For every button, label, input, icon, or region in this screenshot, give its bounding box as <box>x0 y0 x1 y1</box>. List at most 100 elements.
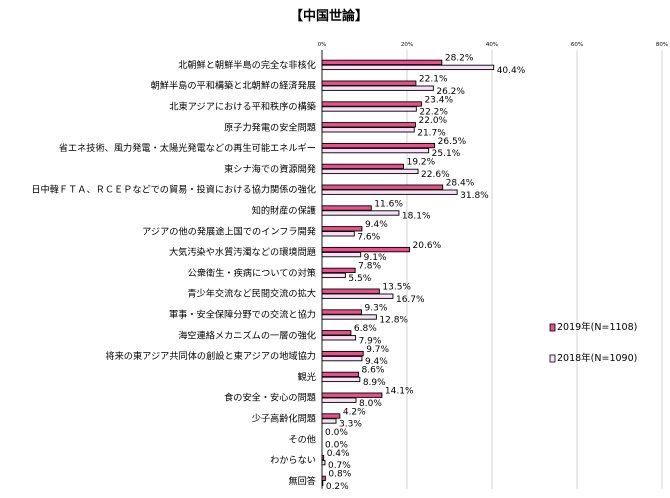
category-label: 軍事・安全保障分野での交流と協力 <box>169 308 316 320</box>
bar-2019 <box>321 184 444 190</box>
category-label: 観光 <box>298 371 316 383</box>
data-label-2018: 22.6% <box>421 170 450 180</box>
data-label-2019: 11.6% <box>374 199 403 209</box>
data-label-2019: 22.0% <box>419 116 448 126</box>
category-label: 朝鮮半島の平和構築と北朝鮮の経済発展 <box>151 80 316 92</box>
data-label-2019: 9.3% <box>365 303 388 313</box>
bar-2019 <box>321 142 436 149</box>
data-label-2018: 16.7% <box>396 295 425 305</box>
data-label-2018: 8.9% <box>363 378 386 388</box>
data-label-2019: 7.8% <box>358 262 381 272</box>
data-label-2018: 40.4% <box>497 66 526 76</box>
category-label: 省エネ技術、風力発電・太陽光発電などの再生可能エネルギー <box>59 142 316 154</box>
bar-2019 <box>321 101 422 107</box>
bar-2018 <box>321 168 419 175</box>
x-tick-label: 80% <box>656 42 668 48</box>
data-label-2019: 9.4% <box>365 220 388 230</box>
data-label-2018: 25.1% <box>432 149 461 159</box>
legend-swatch <box>549 323 556 332</box>
category-label: 日中韓ＦＴＡ、ＲＣＥＰなどでの貿易・投資における協力関係の強化 <box>31 184 316 196</box>
data-label-2019: 6.8% <box>354 324 377 334</box>
data-label-2019: 23.4% <box>424 95 453 105</box>
bar-2018 <box>321 355 363 362</box>
data-label-2019: 4.2% <box>343 407 366 417</box>
x-tick-label: 60% <box>571 42 583 48</box>
bar-2018 <box>321 397 357 403</box>
bar-2019 <box>321 163 405 170</box>
data-label-2019: 14.1% <box>385 386 414 396</box>
legend-swatch <box>549 354 556 363</box>
bar-2019 <box>321 309 362 315</box>
data-label-2019: 28.4% <box>446 178 475 188</box>
data-label-2019: 0.4% <box>327 449 350 459</box>
data-label-2019: 9.7% <box>366 345 389 355</box>
bar-2018 <box>321 459 326 466</box>
bar-2019 <box>321 475 326 482</box>
data-label-2018: 9.1% <box>364 253 387 263</box>
data-label-2018: 12.8% <box>379 316 408 326</box>
bar-2018 <box>321 85 434 91</box>
x-tick-label: 0% <box>318 42 327 48</box>
category-label: アジアの他の発展途上国でのインフラ開発 <box>142 225 316 237</box>
category-label: 公衆衛生・疾病についての対策 <box>188 267 316 279</box>
bar-2019 <box>321 80 417 86</box>
category-label: 大気汚染や水質汚濁などの環境問題 <box>169 246 316 258</box>
bar-2018 <box>321 231 355 237</box>
data-label-2018: 18.1% <box>402 212 431 222</box>
data-label-2019: 20.6% <box>413 241 442 251</box>
data-label-2018: 0.0% <box>325 440 348 450</box>
data-label-2018: 21.7% <box>417 128 446 138</box>
data-label-2019: 8.6% <box>362 366 385 376</box>
bar-2019 <box>321 59 443 66</box>
data-label-2018: 26.2% <box>436 87 465 97</box>
data-label-2018: 22.2% <box>419 108 448 118</box>
category-label: 北朝鮮と朝鮮半島の完全な非核化 <box>178 59 316 71</box>
bar-2019 <box>321 350 364 357</box>
bar-2018 <box>321 376 361 383</box>
bar-2019 <box>321 226 363 232</box>
bar-2018 <box>321 189 458 195</box>
bar-2018 <box>321 335 357 341</box>
bar-2019 <box>321 267 356 274</box>
bar-2019 <box>321 371 359 378</box>
bar-2019 <box>321 330 352 336</box>
category-label: 少子高齢化問題 <box>252 412 316 424</box>
legend: 2019年(N=1108) 2018年(N=1090) <box>549 321 637 364</box>
bar-2018 <box>321 480 324 487</box>
x-tick-label: 40% <box>486 42 498 48</box>
category-label: わからない <box>270 455 316 466</box>
bar-2019 <box>321 122 416 128</box>
bar-2018 <box>321 127 415 133</box>
data-label-2019: 22.1% <box>419 74 448 84</box>
category-label: 将来の東アジア共同体の創設と東アジアの地域協力 <box>105 350 316 362</box>
data-label-2018: 0.2% <box>326 482 349 492</box>
category-label: 原子力発電の安全問題 <box>224 121 316 133</box>
data-label-2019: 0.0% <box>325 428 348 438</box>
data-label-2018: 0.7% <box>328 461 351 471</box>
data-label-2018: 9.4% <box>365 357 388 367</box>
data-label-2018: 8.0% <box>359 399 382 409</box>
plot-area: 0% 20% 40% 60% 80% 北朝鮮と朝鮮半島の完全な非核化 28.2% 40.4% 朝… <box>31 42 668 492</box>
data-label-2018: 5.5% <box>348 274 371 284</box>
bar-2019 <box>321 454 325 461</box>
bar-2018 <box>321 314 377 320</box>
bar-2019 <box>321 246 411 253</box>
category-label: 北東アジアにおける平和秩序の構築 <box>169 100 316 112</box>
category-label: 知的財産の保護 <box>252 204 316 216</box>
bar-2019 <box>321 288 380 294</box>
category-label: 食の安全・安心の問題 <box>224 392 316 404</box>
bar-2018 <box>321 64 495 71</box>
data-label-2019: 28.2% <box>445 54 474 64</box>
data-label-2018: 3.3% <box>339 420 362 430</box>
bar-2019 <box>321 205 372 211</box>
x-tick-label: 20% <box>401 42 413 48</box>
bar-2018 <box>321 106 417 112</box>
category-label: 無回答 <box>288 475 316 487</box>
chart-title: 【中国世論】 <box>290 8 368 24</box>
bar-2018 <box>321 210 400 216</box>
data-label-2019: 26.5% <box>438 137 467 147</box>
data-label-2019: 0.8% <box>328 470 351 480</box>
category-label: 海空連絡メカニズムの一層の強化 <box>178 329 316 341</box>
bar-2018 <box>321 418 337 424</box>
data-label-2018: 31.8% <box>460 191 489 201</box>
